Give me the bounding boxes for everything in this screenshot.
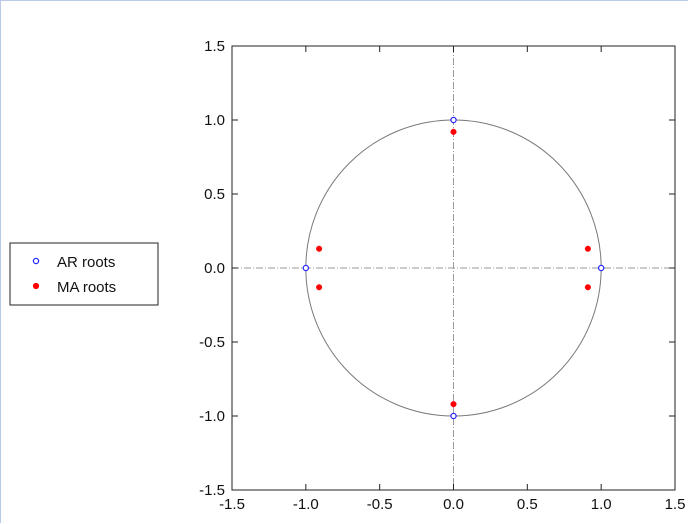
y-tick-label: -1.5 xyxy=(199,482,225,499)
ma-root-point xyxy=(316,284,323,291)
ma-root-point xyxy=(584,284,591,291)
legend-box xyxy=(9,242,159,306)
legend: AR roots MA roots xyxy=(9,242,159,306)
y-tick-label: -0.5 xyxy=(199,334,225,351)
x-tick-label: 0.5 xyxy=(517,496,538,513)
y-tick-label: 1.5 xyxy=(204,38,225,55)
axis-ticks xyxy=(231,45,676,491)
x-tick-label: -1.0 xyxy=(293,496,319,513)
y-tick-label: 1.0 xyxy=(204,112,225,129)
y-axis-tick-labels: 1.5 1.0 0.5 0.0 -0.5 -1.0 -1.5 xyxy=(199,38,225,499)
legend-marker-ma-roots xyxy=(32,282,40,290)
x-tick-label: 1.5 xyxy=(665,496,686,513)
ar-root-point xyxy=(597,264,605,272)
x-tick-label: -1.5 xyxy=(219,496,245,513)
legend-label-ar-roots: AR roots xyxy=(57,254,115,271)
legend-label-ma-roots: MA roots xyxy=(57,279,116,296)
x-tick-label: 0.0 xyxy=(443,496,464,513)
y-tick-label: 0.5 xyxy=(204,186,225,203)
y-tick-label: -1.0 xyxy=(199,408,225,425)
x-axis-tick-labels: -1.5 -1.0 -0.5 0.0 0.5 1.0 1.5 xyxy=(219,496,685,513)
x-tick-label: -0.5 xyxy=(367,496,393,513)
ar-root-point xyxy=(450,412,457,420)
y-tick-label: 0.0 xyxy=(204,260,225,277)
ar-root-point xyxy=(450,116,457,124)
ma-root-point xyxy=(584,245,591,252)
x-tick-label: 1.0 xyxy=(591,496,612,513)
ma-root-point xyxy=(316,245,323,252)
ma-root-point xyxy=(450,401,457,408)
ma-root-point xyxy=(450,128,457,135)
root-points xyxy=(302,116,605,420)
ar-root-point xyxy=(302,264,310,272)
legend-marker-ar-roots xyxy=(32,257,40,265)
